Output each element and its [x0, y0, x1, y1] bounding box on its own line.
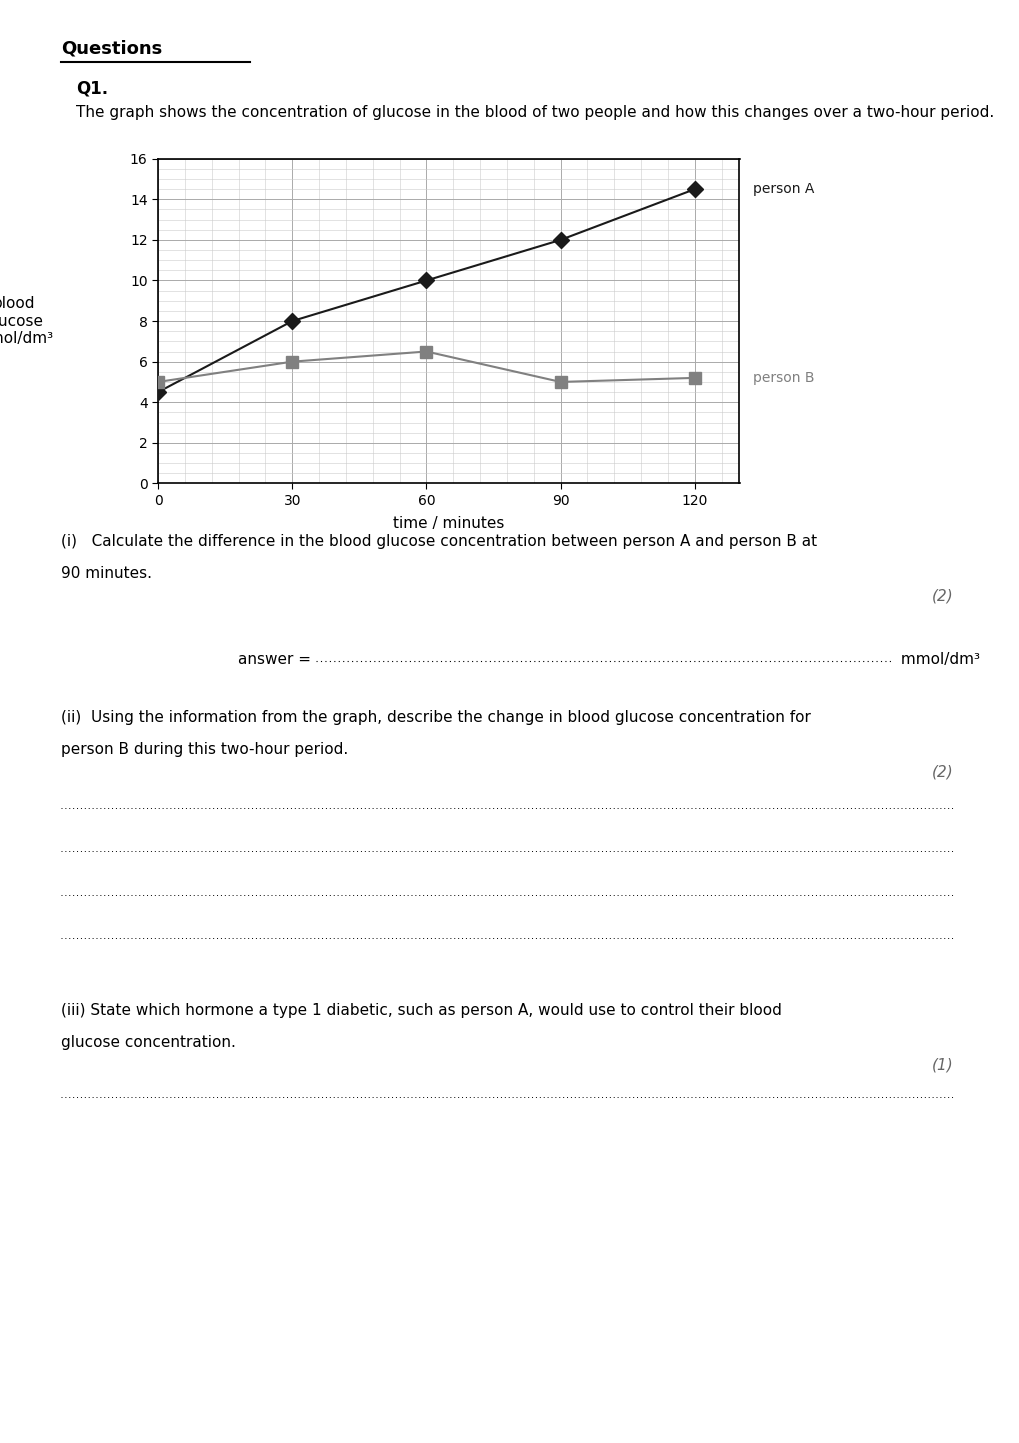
- X-axis label: time / minutes: time / minutes: [392, 517, 504, 531]
- Text: (i)   Calculate the difference in the blood glucose concentration between person: (i) Calculate the difference in the bloo…: [61, 534, 816, 548]
- Text: person A: person A: [752, 182, 813, 196]
- Text: (2): (2): [931, 765, 953, 779]
- Text: person B during this two-hour period.: person B during this two-hour period.: [61, 742, 348, 756]
- Text: 90 minutes.: 90 minutes.: [61, 566, 152, 580]
- Text: (2): (2): [931, 589, 953, 603]
- Text: The graph shows the concentration of glucose in the blood of two people and how : The graph shows the concentration of glu…: [76, 105, 994, 120]
- Text: (1): (1): [931, 1058, 953, 1072]
- Text: answer =: answer =: [238, 652, 316, 667]
- Text: (ii)  Using the information from the graph, describe the change in blood glucose: (ii) Using the information from the grap…: [61, 710, 810, 724]
- Text: (iii) State which hormone a type 1 diabetic, such as person A, would use to cont: (iii) State which hormone a type 1 diabe…: [61, 1003, 782, 1017]
- Text: Q1.: Q1.: [76, 79, 108, 98]
- Y-axis label: blood
glucose
mmol/dm³: blood glucose mmol/dm³: [0, 296, 53, 346]
- Text: Questions: Questions: [61, 40, 162, 58]
- Text: mmol/dm³: mmol/dm³: [895, 652, 978, 667]
- Text: glucose concentration.: glucose concentration.: [61, 1035, 235, 1049]
- Text: person B: person B: [752, 371, 813, 385]
